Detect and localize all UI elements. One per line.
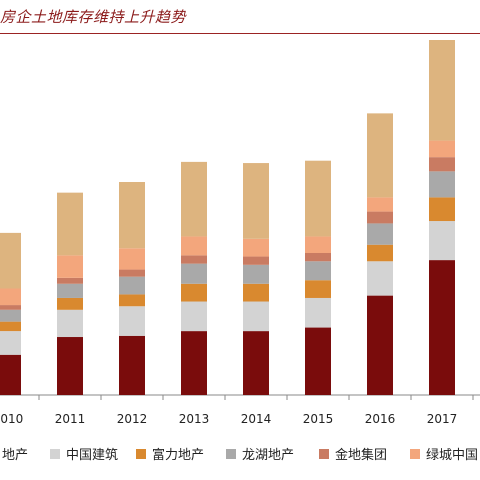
bar-segment-2010-s5 <box>0 305 21 310</box>
x-tick-label-2016: 2016 <box>365 412 396 426</box>
bar-segment-2015-s6 <box>305 236 331 253</box>
bar-segment-2013-s5 <box>181 255 207 264</box>
bar-segment-2014-s5 <box>243 256 269 265</box>
legend-label-5: 金地集团 <box>335 448 388 463</box>
legend-label-6: 绿城中国 <box>426 448 479 463</box>
legend-label-2: 中国建筑 <box>66 448 119 463</box>
bar-segment-2013-s3 <box>181 283 207 302</box>
x-tick-label-2011: 2011 <box>55 412 86 426</box>
bar-segment-2010-s2 <box>0 331 21 355</box>
title-divider <box>0 33 480 34</box>
bar-segment-2013-s7 <box>181 161 207 237</box>
x-tick-label-2017: 2017 <box>427 412 458 426</box>
legend-item-5: 金地集团 <box>319 444 387 463</box>
legend-swatch-4 <box>226 448 236 459</box>
bar-segment-2014-s7 <box>243 163 269 239</box>
bar-segment-2012-s2 <box>119 306 145 336</box>
bar-segment-2014-s3 <box>243 283 269 302</box>
bar-segment-2011-s5 <box>57 277 83 284</box>
bar-segment-2015-s1 <box>305 327 331 395</box>
bar-segment-2010-s7 <box>0 232 21 289</box>
bar-segment-2014-s4 <box>243 264 269 284</box>
bar-segment-2016-s4 <box>367 223 393 245</box>
bar-segment-2011-s3 <box>57 297 83 310</box>
bar-segment-2010-s6 <box>0 288 21 306</box>
legend-swatch-5 <box>319 448 329 459</box>
legend-label-1: 地产 <box>2 448 29 463</box>
bar-segment-2011-s4 <box>57 283 83 298</box>
bar-segment-2017-s2 <box>429 221 455 261</box>
x-tick-label-2012: 2012 <box>117 412 148 426</box>
bar-segment-2016-s7 <box>367 113 393 198</box>
bar-segment-2015-s3 <box>305 280 331 298</box>
bar-segment-2012-s7 <box>119 182 145 249</box>
bar-segment-2013-s4 <box>181 263 207 284</box>
bar-segment-2010-s1 <box>0 354 21 395</box>
bar-segment-2011-s2 <box>57 309 83 338</box>
bar-segment-2016-s2 <box>367 261 393 296</box>
bar-segment-2014-s1 <box>243 331 269 395</box>
legend-item-3: 富力地产 <box>136 444 204 463</box>
bar-segment-2015-s4 <box>305 261 331 281</box>
x-tick-label-2015: 2015 <box>303 412 334 426</box>
bar-segment-2012-s4 <box>119 276 145 295</box>
bar-segment-2014-s6 <box>243 238 269 257</box>
bar-segment-2012-s6 <box>119 248 145 270</box>
bar-segment-2017-s7 <box>429 40 455 141</box>
legend-item-6: 绿城中国 <box>410 444 478 463</box>
x-tick-label-2010: 2010 <box>0 412 23 426</box>
bar-segment-2017-s3 <box>429 197 455 222</box>
bar-segment-2013-s1 <box>181 331 207 395</box>
legend-swatch-2 <box>50 448 60 459</box>
legend-item-1: 地产 <box>0 444 28 463</box>
bar-segment-2010-s3 <box>0 321 21 332</box>
bar-segment-2016-s1 <box>367 295 393 395</box>
bar-segment-2017-s4 <box>429 171 455 198</box>
bar-segment-2015-s2 <box>305 297 331 328</box>
bar-segment-2012-s5 <box>119 269 145 277</box>
legend-swatch-6 <box>410 448 420 459</box>
bar-segment-2015-s5 <box>305 253 331 262</box>
bar-segment-2012-s1 <box>119 335 145 395</box>
legend-label-4: 龙湖地产 <box>242 448 295 463</box>
bar-segment-2011-s6 <box>57 255 83 278</box>
legend-swatch-3 <box>136 448 146 459</box>
bar-segment-2012-s3 <box>119 294 145 307</box>
legend-label-3: 富力地产 <box>152 448 205 463</box>
legend-item-2: 中国建筑 <box>50 444 118 463</box>
stacked-bar-chart: 2010 2011 2012 2013 2014 2015 2016 2017 <box>0 40 480 426</box>
bar-segment-2014-s2 <box>243 301 269 332</box>
bar-segment-2011-s1 <box>57 337 83 395</box>
bar-segment-2011-s7 <box>57 192 83 256</box>
bar-segment-2015-s7 <box>305 160 331 237</box>
chart-title: 房企土地库存维持上升趋势 <box>0 8 187 26</box>
legend-item-4: 龙湖地产 <box>226 444 294 463</box>
bar-segment-2016-s3 <box>367 244 393 262</box>
bar-segment-2017-s5 <box>429 157 455 172</box>
bar-segment-2013-s2 <box>181 301 207 332</box>
bar-segment-2010-s4 <box>0 309 21 322</box>
bar-segment-2017-s6 <box>429 140 455 158</box>
bar-segment-2016-s6 <box>367 197 393 212</box>
legend: 地产 中国建筑 富力地产 龙湖地产 金地集团 绿城中国 <box>0 441 480 465</box>
bar-segment-2017-s1 <box>429 260 455 395</box>
x-tick-label-2013: 2013 <box>179 412 210 426</box>
x-tick-label-2014: 2014 <box>241 412 272 426</box>
bar-segment-2016-s5 <box>367 211 393 224</box>
bar-segment-2013-s6 <box>181 236 207 256</box>
